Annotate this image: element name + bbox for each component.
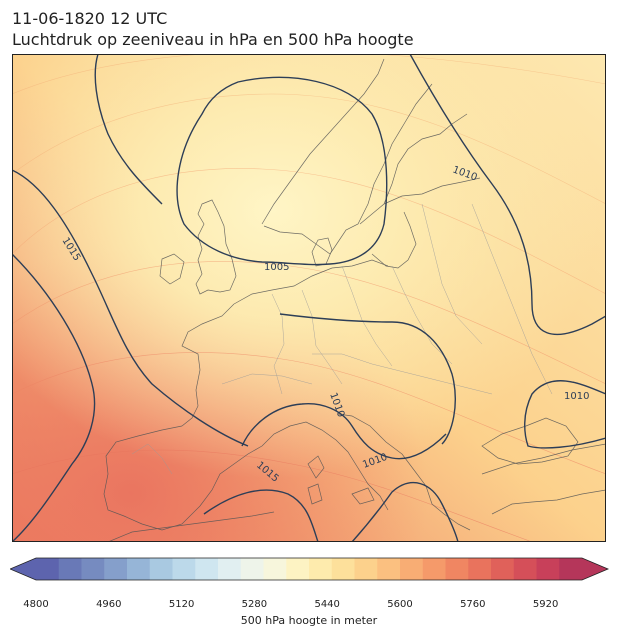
pressure-map: 1005 1010 1010 1010 1010 1015 1015 xyxy=(12,54,606,542)
colorbar-segment xyxy=(559,558,583,580)
map-datetime: 11-06-1820 12 UTC xyxy=(12,9,168,28)
colorbar-tick: 5600 xyxy=(387,599,413,610)
isobars xyxy=(12,54,606,542)
colorbar-segments xyxy=(36,558,583,580)
colorbar-segment xyxy=(491,558,515,580)
colorbar-segment xyxy=(513,558,537,580)
colorbar-outline xyxy=(10,557,610,581)
colorbar-segment xyxy=(309,558,333,580)
colorbar-segment xyxy=(172,558,196,580)
colorbar-segment xyxy=(468,558,492,580)
colorbar-tick: 5280 xyxy=(241,599,268,610)
colorbar-label: 500 hPa hoogte in meter xyxy=(240,614,378,627)
colorbar-tick: 4960 xyxy=(96,599,122,610)
colorbar-tick: 5920 xyxy=(532,599,559,610)
colorbar-segment xyxy=(127,558,151,580)
colorbar-segment xyxy=(286,558,310,580)
coastlines xyxy=(103,58,606,542)
colorbar-extend-high xyxy=(582,558,608,580)
colorbar-segment xyxy=(536,558,560,580)
colorbar-segment xyxy=(377,558,401,580)
colorbar-segment xyxy=(400,558,424,580)
colorbar-segment xyxy=(195,558,219,580)
colorbar-segment xyxy=(263,558,287,580)
colorbar-segment xyxy=(104,558,128,580)
colorbar xyxy=(10,557,610,581)
colorbar-tick: 5760 xyxy=(460,599,486,610)
country-borders xyxy=(131,203,553,475)
colorbar-tick: 5120 xyxy=(168,599,195,610)
map-title: Luchtdruk op zeeniveau in hPa en 500 hPa… xyxy=(12,30,414,49)
colorbar-segment xyxy=(218,558,242,580)
colorbar-segment xyxy=(331,558,355,580)
height-field xyxy=(12,54,606,542)
colorbar-tick: 4800 xyxy=(23,599,49,610)
colorbar-segment xyxy=(354,558,378,580)
isobar-label: 1010 xyxy=(564,391,589,402)
colorbar-segment xyxy=(58,558,82,580)
map-frame xyxy=(12,54,606,542)
colorbar-segment xyxy=(81,558,105,580)
colorbar-segment xyxy=(149,558,173,580)
colorbar-segment xyxy=(240,558,264,580)
colorbar-extend-low xyxy=(10,558,36,580)
colorbar-segment xyxy=(445,558,469,580)
colorbar-segment xyxy=(422,558,446,580)
isobar-label: 1005 xyxy=(264,262,289,273)
colorbar-segment xyxy=(36,558,60,580)
colorbar-tick: 5440 xyxy=(314,599,340,610)
